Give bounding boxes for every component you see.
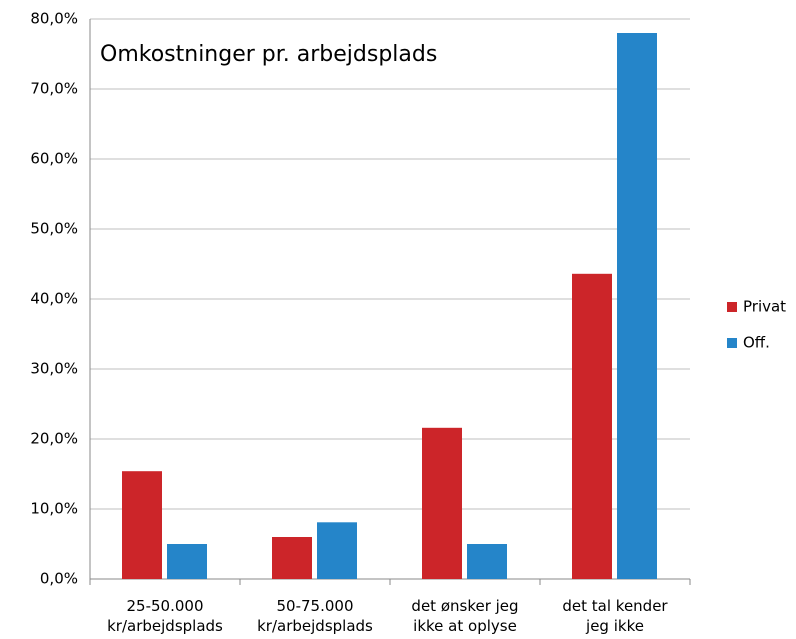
y-tick-label: 40,0% xyxy=(30,290,78,308)
x-tick-label: 25-50.000 kr/arbejdsplads xyxy=(107,597,223,635)
legend-label: Off. xyxy=(743,334,770,352)
x-tick-label: det tal kender jeg ikke xyxy=(562,597,668,635)
y-tick-label: 20,0% xyxy=(30,430,78,448)
y-tick-label: 30,0% xyxy=(30,360,78,378)
legend-swatch xyxy=(727,302,737,312)
bar xyxy=(122,471,162,579)
y-tick-label: 70,0% xyxy=(30,80,78,98)
bar xyxy=(617,33,657,579)
bar xyxy=(467,544,507,579)
y-tick-label: 80,0% xyxy=(30,10,78,28)
y-tick-label: 0,0% xyxy=(40,570,78,588)
chart-title: Omkostninger pr. arbejdsplads xyxy=(100,42,437,67)
legend-label: Privat xyxy=(743,298,786,316)
x-tick-label: det ønsker jeg ikke at oplyse xyxy=(411,597,519,635)
legend-swatch xyxy=(727,338,737,348)
bar xyxy=(167,544,207,579)
bar xyxy=(422,427,462,579)
bar xyxy=(317,522,357,579)
bar xyxy=(572,273,612,579)
y-tick-label: 60,0% xyxy=(30,150,78,168)
y-tick-label: 10,0% xyxy=(30,500,78,518)
y-tick-label: 50,0% xyxy=(30,220,78,238)
x-tick-label: 50-75.000 kr/arbejdsplads xyxy=(257,597,373,635)
bar xyxy=(272,537,312,579)
